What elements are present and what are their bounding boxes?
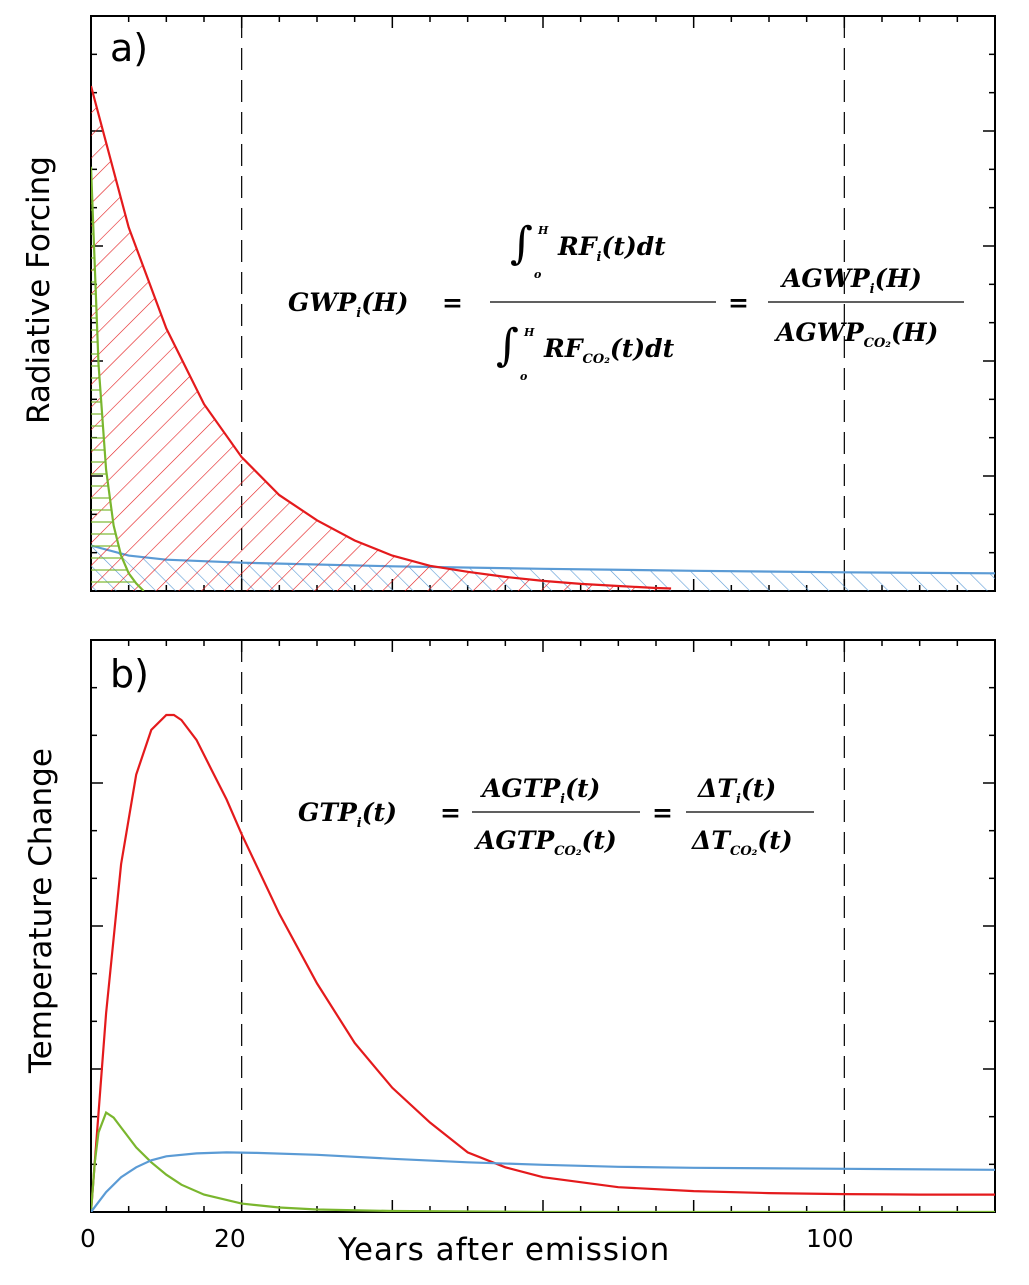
y-axis-label-b: Temperature Change [23,748,59,1073]
series-line-1 [91,1110,995,1212]
equation-gwp-rhs-denominator: AGWPCO₂(H) [776,318,939,351]
series-line-0 [91,85,672,590]
series-line-0 [91,713,995,1212]
equation-gwp-equals-1: = [442,288,463,317]
x-tick-label-0: 0 [80,1224,96,1253]
plot-frame [90,639,996,1213]
panel-a-label: a) [110,26,149,70]
equation-gtp-lhs: GTPi(t) [298,798,397,831]
equation-gtp-equals-2: = [652,798,673,827]
panel-b-label: b) [110,652,149,696]
equation-gtp-rhs-numerator: ΔTi(t) [698,774,777,807]
y-axis-label-a: Radiative Forcing [21,156,57,424]
panel-a [90,15,996,592]
integral-sign: ∫ [510,218,533,269]
equation-gwp-rhs-numerator: AGWPi(H) [782,264,922,297]
integral-sign: ∫ [496,320,519,371]
equation-gwp-denominator: ∫ H o RFCO₂(t)dt [496,320,675,383]
area-hatch-1 [91,166,144,591]
equation-gtp-rhs-denominator: ΔTCO₂(t) [692,826,793,859]
x-axis-label: Years after emission [338,1232,671,1268]
x-tick-label-100: 100 [806,1224,854,1253]
series-line-2 [91,1151,995,1212]
panel-b [90,639,996,1213]
equation-gwp-numerator: ∫ H o RFi(t)dt [510,218,666,281]
equation-gtp-numerator: AGTPi(t) [482,774,601,807]
equation-gwp-lhs: GWPi(H) [288,288,409,321]
area-hatch-0 [91,86,672,591]
series-line-1 [91,166,145,591]
equation-gwp-equals-2: = [728,288,749,317]
x-tick-label-20: 20 [214,1224,246,1253]
equation-gtp-equals-1: = [440,798,461,827]
equation-gtp-denominator: AGTPCO₂(t) [476,826,617,859]
